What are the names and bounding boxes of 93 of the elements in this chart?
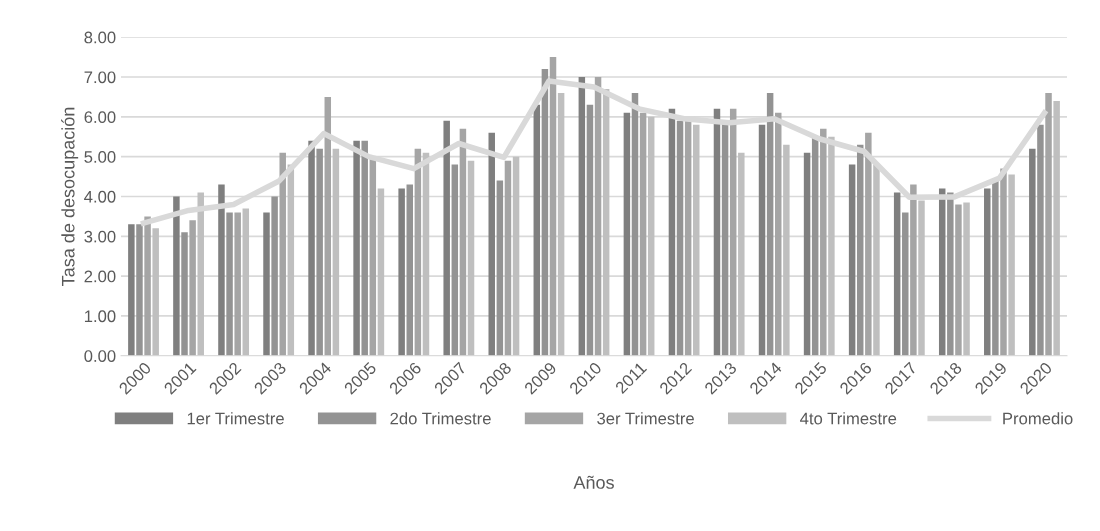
bar xyxy=(377,188,385,356)
bar xyxy=(918,200,925,356)
bar xyxy=(865,132,872,356)
y-tick-label: 5.00 xyxy=(84,151,116,163)
bar xyxy=(758,124,766,356)
bar xyxy=(504,160,512,356)
bar xyxy=(955,204,962,356)
legend-label: 1er Trimestre xyxy=(187,412,284,425)
y-tick-label: 6.00 xyxy=(84,111,116,124)
bar xyxy=(848,164,856,356)
bar xyxy=(128,224,135,356)
bar xyxy=(639,112,647,356)
bar xyxy=(353,140,360,356)
bar xyxy=(144,216,151,356)
legend-label: 4to Trimestre xyxy=(800,412,897,425)
y-tick-label: 7.00 xyxy=(84,71,116,84)
bar xyxy=(496,180,504,356)
bar xyxy=(578,76,586,356)
bar xyxy=(713,108,721,356)
bar xyxy=(828,136,835,356)
bar xyxy=(189,220,196,356)
bar xyxy=(594,76,602,356)
bar xyxy=(459,128,467,356)
bar xyxy=(738,152,745,356)
bar xyxy=(173,196,180,356)
bar xyxy=(488,132,495,356)
bar xyxy=(512,156,520,356)
bar xyxy=(602,88,610,356)
y-tick-label: 3.00 xyxy=(84,230,116,243)
bar xyxy=(910,184,917,356)
bar xyxy=(398,188,405,356)
bar xyxy=(647,116,655,356)
bar xyxy=(263,212,270,356)
bar xyxy=(136,224,143,356)
bar xyxy=(631,92,639,356)
bar xyxy=(557,92,565,356)
bar xyxy=(623,112,631,356)
bar xyxy=(406,184,413,356)
bar xyxy=(226,212,233,356)
bar xyxy=(893,192,901,356)
y-tick-label: 2.00 xyxy=(84,270,116,283)
bar xyxy=(856,144,864,356)
bar xyxy=(218,184,225,356)
bar xyxy=(766,92,774,356)
bar xyxy=(992,180,999,356)
bar xyxy=(549,57,557,356)
bar xyxy=(324,96,332,356)
bar xyxy=(443,120,450,356)
y-tick-label: 4.00 xyxy=(84,190,116,203)
bar xyxy=(676,120,684,356)
y-tick-label: 8.00 xyxy=(84,31,116,44)
bar xyxy=(586,104,594,356)
bar xyxy=(729,108,737,356)
bar xyxy=(1008,174,1015,356)
bar xyxy=(684,120,692,356)
bar xyxy=(234,212,241,356)
y-tick-label: 1.00 xyxy=(84,310,116,323)
bar xyxy=(803,152,811,356)
bar xyxy=(152,228,159,356)
bar xyxy=(279,152,286,356)
bar xyxy=(1045,92,1052,356)
bar xyxy=(1000,168,1007,356)
bar xyxy=(361,140,368,356)
y-tick-label: 0.00 xyxy=(84,350,116,362)
bar xyxy=(467,160,475,356)
legend-label: 2do Trimestre xyxy=(390,412,491,425)
bar xyxy=(811,136,819,356)
bar xyxy=(775,112,782,356)
bar xyxy=(902,212,909,356)
bar xyxy=(308,140,315,356)
bar xyxy=(873,164,880,356)
bar xyxy=(197,192,204,356)
x-axis-title: Años xyxy=(573,475,614,489)
bar xyxy=(533,104,541,356)
bar xyxy=(1029,148,1036,356)
bar xyxy=(451,164,459,356)
legend-label: Promedio xyxy=(1003,412,1073,425)
bar xyxy=(271,196,278,356)
bar xyxy=(984,188,991,356)
bar xyxy=(693,124,700,356)
bar xyxy=(316,148,323,356)
y-axis-title: Tasa de desocupación xyxy=(61,107,79,286)
bar xyxy=(332,148,340,356)
bar xyxy=(1037,124,1044,356)
bar xyxy=(820,128,827,356)
bar xyxy=(242,208,250,356)
bar xyxy=(947,192,954,356)
bar xyxy=(1053,100,1060,356)
bar xyxy=(963,202,970,356)
bar xyxy=(783,144,790,356)
bar xyxy=(181,232,188,356)
bar xyxy=(668,108,676,356)
legend-label: 3er Trimestre xyxy=(597,412,694,425)
